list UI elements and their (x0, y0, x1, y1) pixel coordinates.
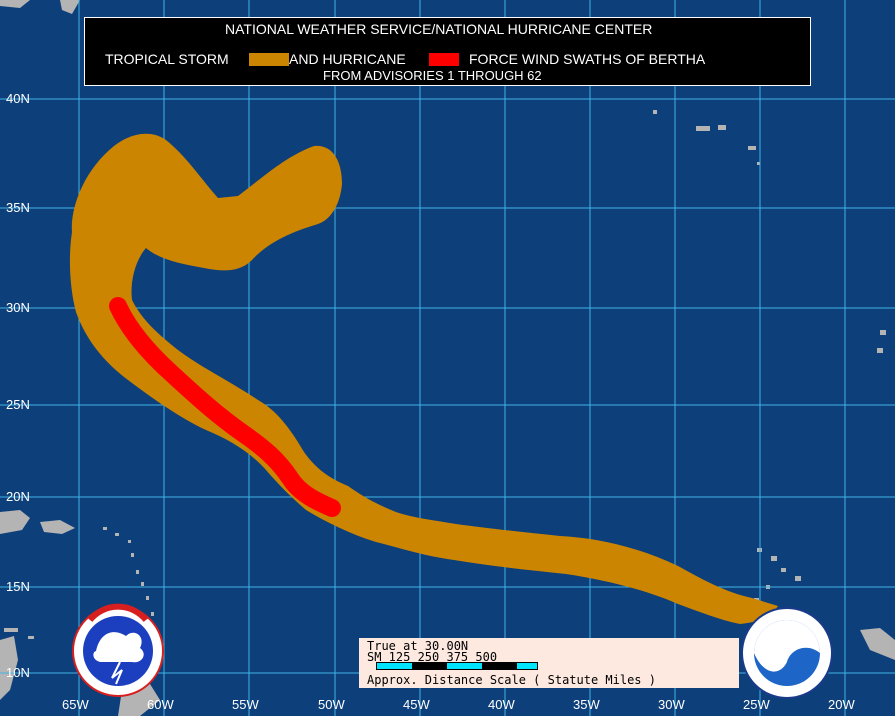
lon-label-25w: 25W (743, 697, 770, 712)
scale-true-at: True at 30.00N (367, 639, 469, 653)
lat-label-30n: 30N (6, 300, 30, 315)
lat-label-15n: 15N (6, 579, 30, 594)
lon-label-60w: 60W (147, 697, 174, 712)
lon-label-40w: 40W (488, 697, 515, 712)
scale-bar (376, 662, 538, 670)
distance-scale: True at 30.00N SM 125 250 375 500 Approx… (359, 638, 739, 688)
advisory-range: FROM ADVISORIES 1 THROUGH 62 (323, 68, 542, 83)
hurricane-swath (109, 297, 341, 517)
lon-label-30w: 30W (658, 697, 685, 712)
lat-label-35n: 35N (6, 200, 30, 215)
legend-swaths-label: FORCE WIND SWATHS OF BERTHA (469, 51, 706, 67)
title-line: NATIONAL WEATHER SERVICE/NATIONAL HURRIC… (225, 21, 653, 37)
legend-tropical-label: TROPICAL STORM (105, 51, 229, 67)
lon-label-50w: 50W (318, 697, 345, 712)
lon-label-35w: 35W (573, 697, 600, 712)
lat-label-20n: 20N (6, 489, 30, 504)
title-panel: NATIONAL WEATHER SERVICE/NATIONAL HURRIC… (84, 17, 811, 86)
scale-miles: SM 125 250 375 500 (367, 650, 498, 664)
lon-label-65w: 65W (62, 697, 89, 712)
lat-label-10n: 10N (6, 665, 30, 680)
legend-hurricane-label: AND HURRICANE (289, 51, 406, 67)
tropical-storm-swatch (249, 53, 289, 66)
lat-label-25n: 25N (6, 397, 30, 412)
lon-label-55w: 55W (232, 697, 259, 712)
tropical-storm-swath (69, 133, 779, 624)
scale-caption: Approx. Distance Scale ( Statute Miles ) (367, 673, 656, 687)
hurricane-swatch (429, 53, 459, 66)
lon-label-20w: 20W (828, 697, 855, 712)
lon-label-45w: 45W (403, 697, 430, 712)
lat-label-40n: 40N (6, 91, 30, 106)
